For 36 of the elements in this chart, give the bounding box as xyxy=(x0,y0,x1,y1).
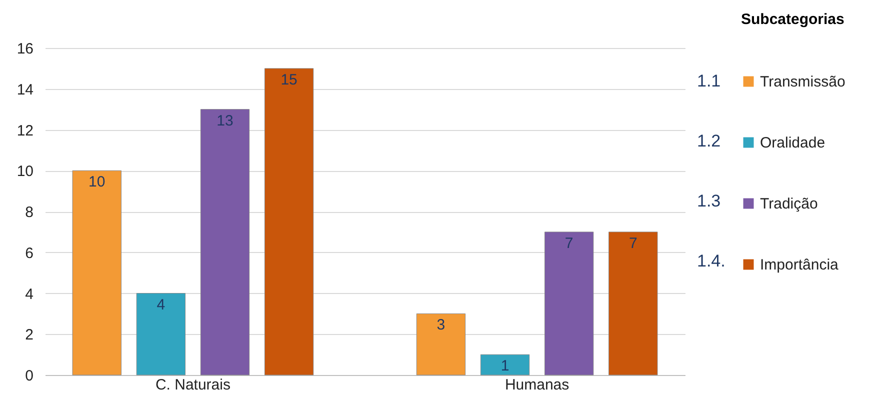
x-tick-label: Humanas xyxy=(504,376,570,394)
legend-label: Oralidade xyxy=(760,134,826,152)
bar xyxy=(72,170,122,376)
bar xyxy=(544,232,594,376)
y-tick-label: 12 xyxy=(16,122,34,140)
data-label: 10 xyxy=(88,174,106,191)
legend-label: Importância xyxy=(760,256,840,274)
data-label: 13 xyxy=(216,112,234,130)
bar xyxy=(200,109,250,376)
y-tick-label: 4 xyxy=(25,286,34,303)
y-tick-label: 14 xyxy=(16,81,34,98)
data-label: 7 xyxy=(564,234,574,252)
y-tick-label: 8 xyxy=(25,204,34,221)
data-label: 7 xyxy=(628,234,638,252)
bar xyxy=(608,232,658,376)
legend-label: Tradição xyxy=(760,196,818,212)
y-tick-label: 2 xyxy=(25,326,34,344)
y-tick-label: 10 xyxy=(16,163,34,180)
data-label: 4 xyxy=(156,296,166,314)
bar xyxy=(416,313,466,376)
bar xyxy=(264,68,314,376)
bar xyxy=(136,293,186,376)
data-label: 15 xyxy=(280,71,298,88)
text: 1.4. xyxy=(697,252,726,270)
text: 1.1 xyxy=(697,72,721,90)
text: 1.2 xyxy=(697,132,721,150)
legend-title: Subcategorias xyxy=(741,11,844,28)
data-label: 1 xyxy=(500,358,510,375)
x-tick-label: C. Naturais xyxy=(155,376,230,394)
text: 1.3 xyxy=(697,192,721,210)
bar xyxy=(480,354,530,376)
y-tick-label: 6 xyxy=(25,244,34,262)
data-label: 3 xyxy=(436,316,446,334)
legend-label: Transmissão xyxy=(760,74,846,90)
y-tick-label: 16 xyxy=(16,40,34,58)
y-tick-label: 0 xyxy=(25,368,34,384)
